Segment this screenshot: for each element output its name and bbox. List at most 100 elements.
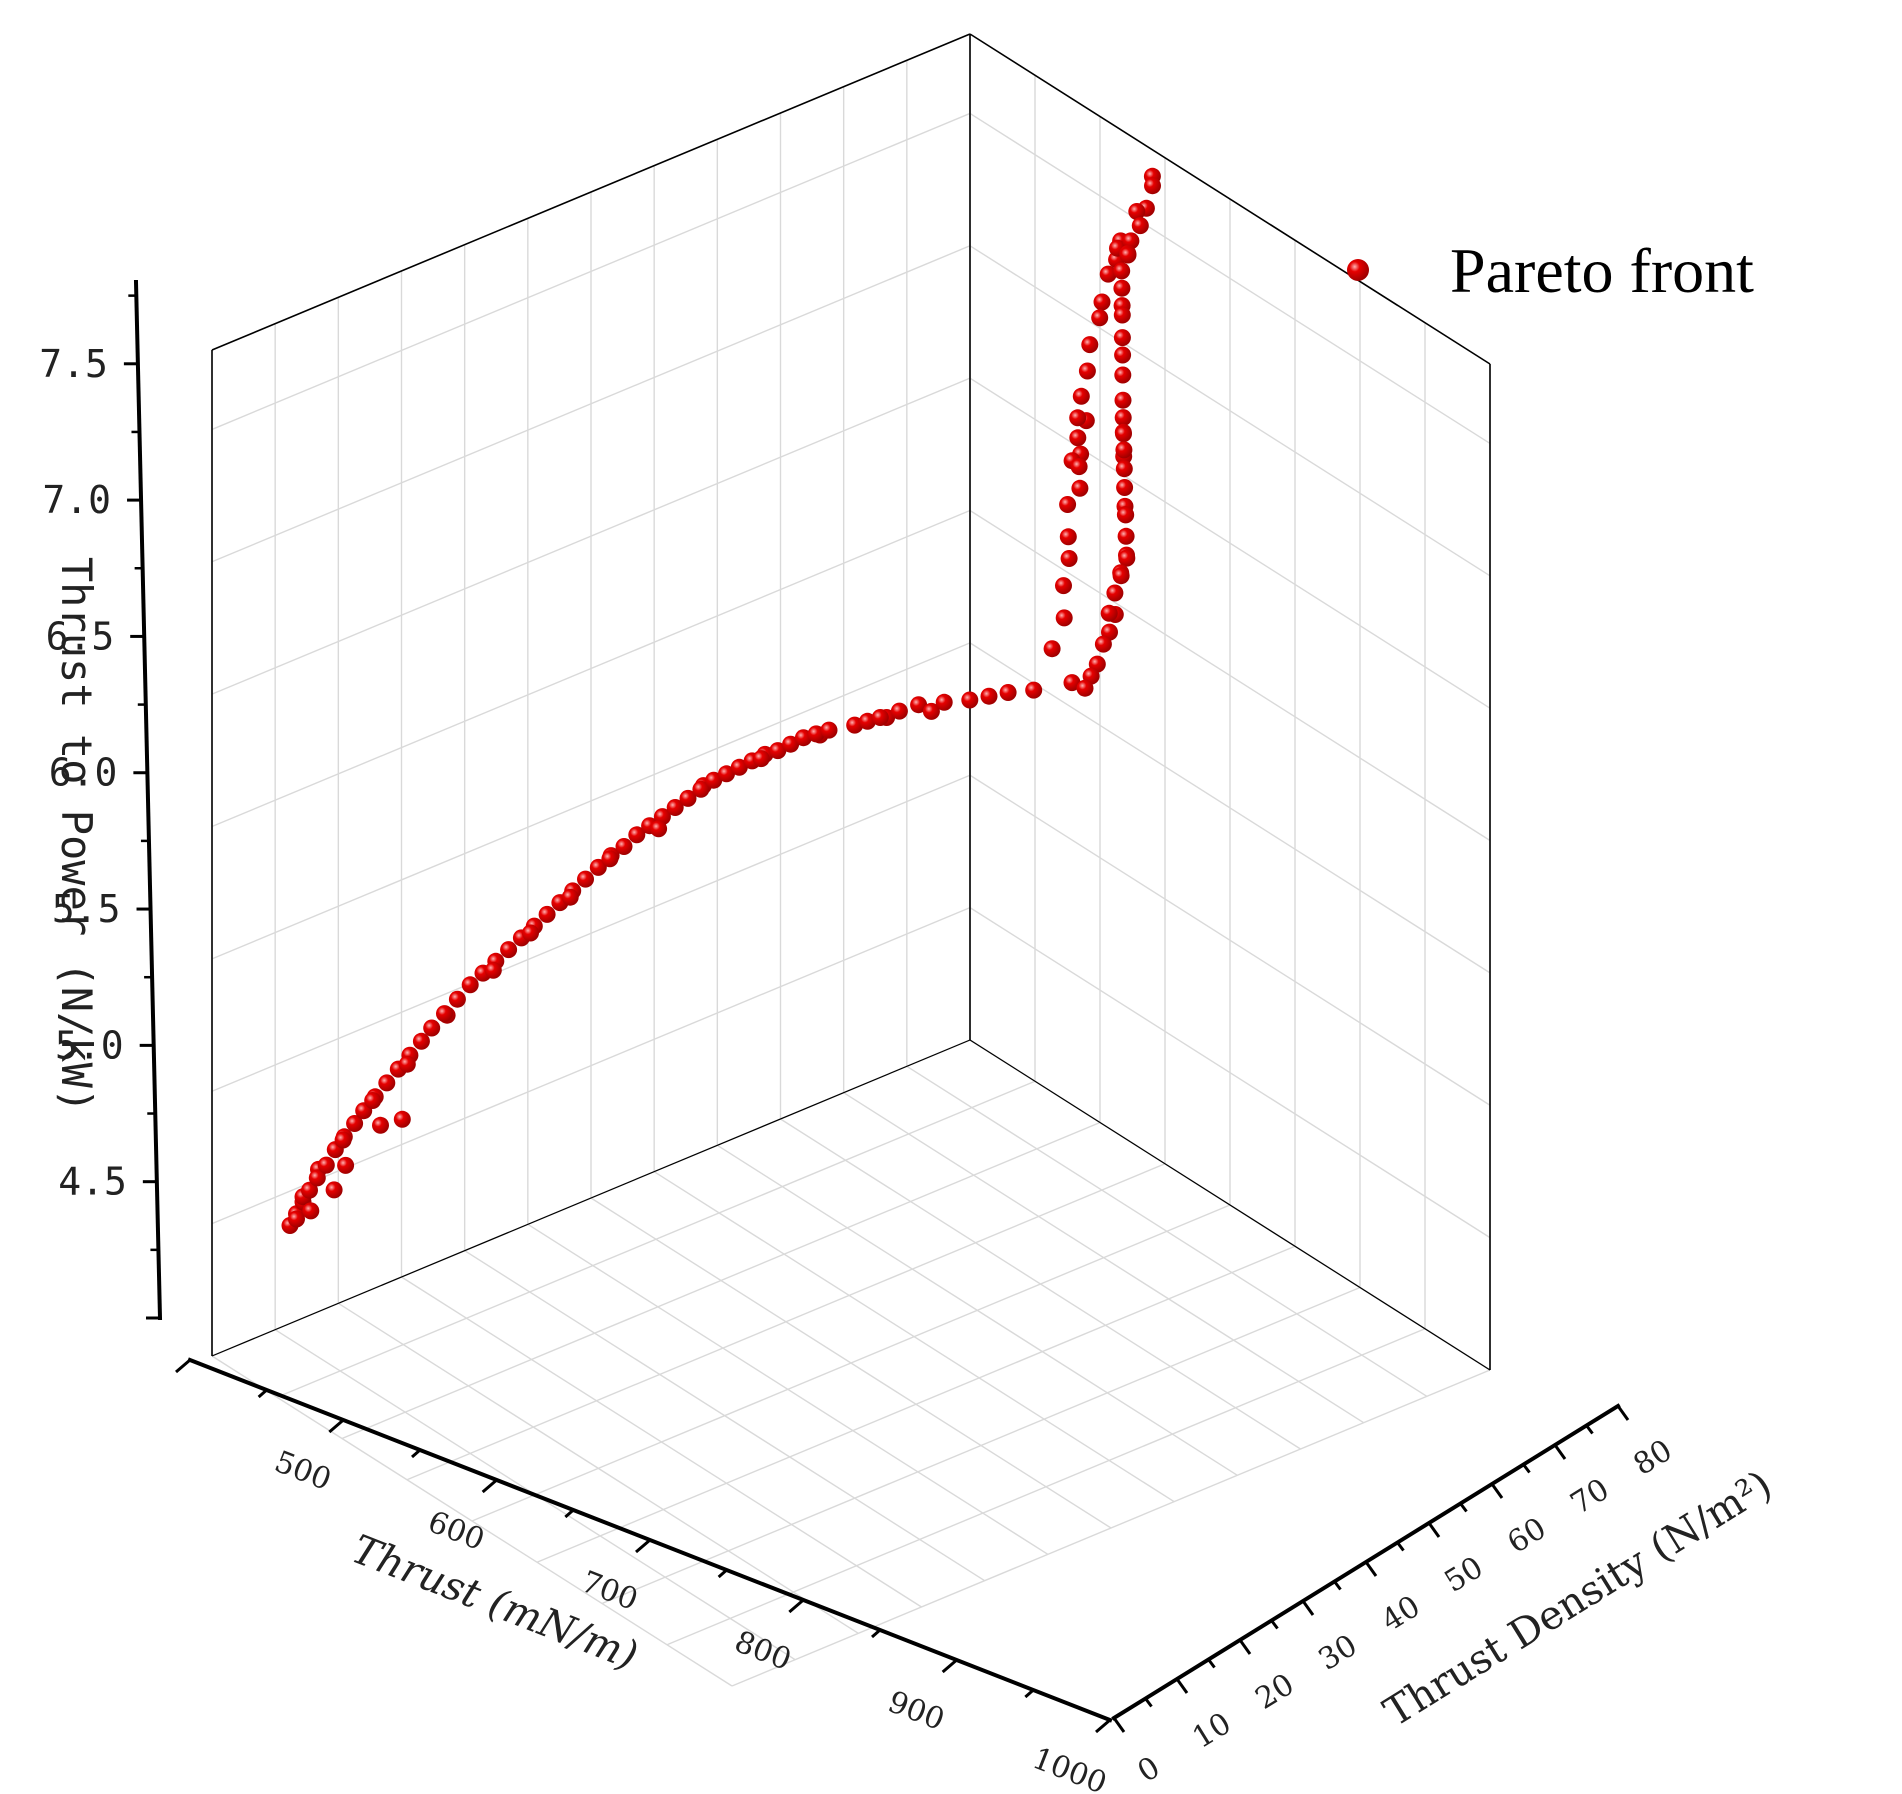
data-point [871, 709, 889, 726]
y-tick-major [1364, 1561, 1378, 1577]
y-tick-label: 80 [1628, 1433, 1679, 1483]
data-point [1070, 458, 1088, 476]
data-point [412, 1032, 430, 1050]
floor-edge-left [211, 1039, 971, 1357]
data-point [1071, 479, 1089, 497]
y-tick-label: 10 [1187, 1706, 1238, 1756]
data-point [1025, 681, 1043, 699]
data-point [1112, 567, 1130, 585]
data-point [1117, 527, 1135, 545]
data-point [325, 1181, 343, 1199]
grid-lines [211, 34, 1491, 1687]
data-point [1055, 577, 1072, 595]
floor-grid-line [601, 1286, 1361, 1605]
z-tick-label: 5.5 [52, 887, 121, 931]
x-tick-label: 600 [423, 1504, 489, 1557]
data-point [692, 780, 710, 798]
top-edge-right [969, 33, 1491, 365]
x-tick-minor [564, 1508, 575, 1519]
data-point [705, 771, 723, 789]
y-tick-label: 0 [1132, 1750, 1167, 1790]
data-point [890, 702, 908, 720]
data-point [423, 1019, 441, 1037]
right-wall-grid-line [969, 774, 1491, 1106]
data-point [794, 729, 812, 747]
data-point [1055, 609, 1073, 627]
floor-grid-line [666, 1328, 1426, 1646]
y-tick-minor [1207, 1658, 1216, 1669]
x-tick-label: 700 [576, 1564, 642, 1617]
data-point [1114, 346, 1132, 364]
legend: Pareto front [1347, 235, 1754, 306]
x-tick-major [481, 1478, 498, 1494]
tick-marks: 4.55.05.56.06.57.07.55006007008009001000… [39, 294, 1679, 1794]
data-point [337, 1156, 355, 1174]
data-point [378, 1074, 396, 1092]
data-point [820, 721, 838, 739]
data-point [1114, 366, 1132, 384]
data-point [910, 696, 928, 714]
data-point [1043, 640, 1061, 658]
right-wall-grid-line [969, 245, 1491, 577]
y-tick-major [1175, 1678, 1189, 1694]
data-point [317, 1156, 335, 1174]
data-point [1106, 584, 1124, 602]
x-tick-major [1095, 1718, 1111, 1734]
x-tick-label: 900 [883, 1684, 949, 1737]
data-point [288, 1210, 305, 1228]
data-point [1063, 674, 1081, 692]
x-tick-major [328, 1418, 345, 1434]
data-point [1059, 528, 1077, 546]
floor-edge-right [969, 1039, 1491, 1371]
data-point [1128, 203, 1146, 220]
z-axis-title: Thrust to Power (N/kW) [52, 557, 101, 1113]
z-axis-line [133, 279, 163, 1321]
data-point [522, 924, 539, 942]
left-wall-grid-line [211, 377, 971, 695]
data-point [1069, 429, 1087, 447]
data-point [1078, 362, 1096, 380]
axis-frame [133, 33, 1621, 1723]
y-tick-minor [1333, 1580, 1342, 1591]
floor-grid-line [341, 1121, 1101, 1440]
data-point [1076, 679, 1094, 697]
data-point [1115, 441, 1133, 459]
data-point [1116, 479, 1134, 496]
data-point [589, 858, 607, 876]
data-point [922, 702, 940, 720]
data-point [1114, 391, 1132, 409]
x-tick-label: 500 [270, 1444, 336, 1497]
data-point [859, 712, 876, 730]
data-point [1099, 265, 1117, 283]
data-point [308, 1169, 326, 1187]
data-point [398, 1055, 416, 1073]
x-tick-minor [1024, 1688, 1035, 1699]
right-wall-grid-line [969, 907, 1491, 1239]
data-point [301, 1181, 318, 1199]
data-point [372, 1116, 389, 1134]
y-tick-minor [1522, 1463, 1531, 1474]
data-point [615, 838, 633, 855]
data-point [1144, 177, 1161, 195]
series-pareto-front [281, 167, 1161, 1234]
y-tick-minor [1270, 1619, 1279, 1630]
z-tick-label: 7.0 [42, 478, 111, 522]
y-tick-minor [1585, 1424, 1594, 1435]
data-point [1094, 635, 1112, 653]
y-tick-major [1490, 1483, 1504, 1499]
y-tick-major [1238, 1639, 1252, 1655]
y-tick-label: 40 [1376, 1589, 1427, 1639]
x-tick-minor [717, 1568, 728, 1579]
floor-grid-line [536, 1245, 1296, 1563]
floor-grid-line [276, 1080, 1036, 1398]
legend-label: Pareto front [1450, 235, 1754, 306]
y-tick-major [1553, 1444, 1567, 1460]
x-tick-label: 800 [730, 1624, 796, 1677]
data-point [1117, 506, 1135, 524]
data-point [1060, 550, 1078, 567]
x-tick-major [635, 1538, 651, 1554]
data-point [666, 799, 684, 816]
y-tick-major [1427, 1522, 1441, 1538]
left-wall-grid-line [211, 774, 971, 1092]
z-tick-label: 4.5 [58, 1160, 127, 1204]
